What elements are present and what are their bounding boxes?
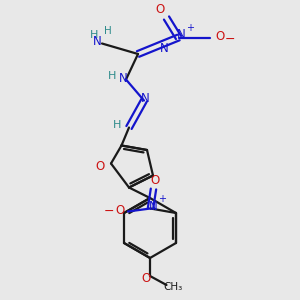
Text: +: + <box>158 194 166 205</box>
Text: −: − <box>103 205 114 218</box>
Text: CH₃: CH₃ <box>164 281 183 292</box>
Text: O: O <box>96 160 105 173</box>
Text: O: O <box>115 203 124 217</box>
Text: O: O <box>142 272 151 286</box>
Text: H: H <box>90 30 99 40</box>
Text: +: + <box>187 23 194 33</box>
Text: O: O <box>150 173 160 187</box>
Text: −: − <box>225 32 236 46</box>
Text: N: N <box>118 71 127 85</box>
Text: H: H <box>108 71 117 81</box>
Text: N: N <box>141 92 150 106</box>
Text: H: H <box>113 120 121 130</box>
Text: N: N <box>160 42 169 56</box>
Text: N: N <box>177 28 186 41</box>
Text: O: O <box>215 29 224 43</box>
Text: H: H <box>104 26 112 37</box>
Text: O: O <box>156 3 165 16</box>
Text: N: N <box>149 200 158 213</box>
Text: N: N <box>93 34 102 48</box>
